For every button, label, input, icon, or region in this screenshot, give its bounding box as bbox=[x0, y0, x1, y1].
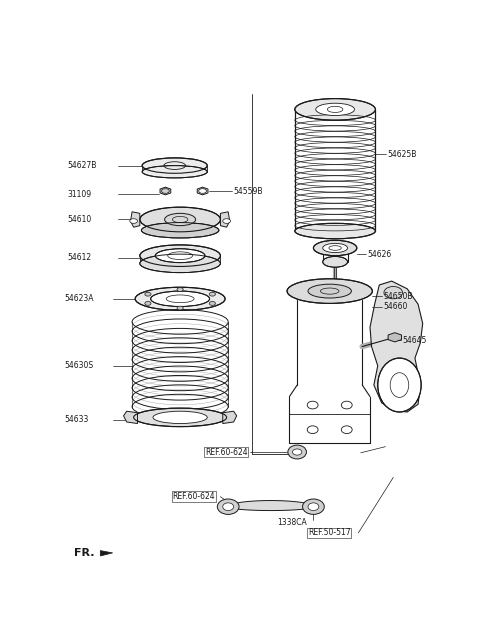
Ellipse shape bbox=[295, 223, 375, 239]
Text: REF.60-624: REF.60-624 bbox=[172, 492, 215, 501]
Ellipse shape bbox=[307, 401, 318, 409]
Text: 54612: 54612 bbox=[68, 254, 92, 263]
Ellipse shape bbox=[223, 503, 234, 510]
Ellipse shape bbox=[209, 302, 216, 306]
Polygon shape bbox=[197, 187, 208, 195]
Ellipse shape bbox=[223, 219, 230, 223]
Ellipse shape bbox=[295, 99, 375, 120]
Text: 54630S: 54630S bbox=[64, 361, 93, 370]
Ellipse shape bbox=[308, 284, 351, 298]
Polygon shape bbox=[220, 212, 230, 227]
Ellipse shape bbox=[378, 358, 421, 412]
Ellipse shape bbox=[341, 426, 352, 433]
Ellipse shape bbox=[142, 158, 207, 173]
Ellipse shape bbox=[199, 189, 206, 193]
Ellipse shape bbox=[145, 292, 151, 296]
Ellipse shape bbox=[153, 412, 207, 424]
Polygon shape bbox=[100, 551, 113, 556]
Ellipse shape bbox=[288, 445, 306, 459]
Ellipse shape bbox=[287, 279, 372, 304]
Ellipse shape bbox=[302, 499, 324, 514]
Ellipse shape bbox=[307, 426, 318, 433]
Ellipse shape bbox=[140, 207, 220, 232]
Ellipse shape bbox=[217, 499, 239, 514]
Ellipse shape bbox=[292, 449, 302, 455]
Ellipse shape bbox=[135, 287, 225, 310]
Ellipse shape bbox=[165, 213, 196, 225]
Text: 54633: 54633 bbox=[64, 415, 88, 424]
Ellipse shape bbox=[162, 189, 169, 193]
Text: 54559B: 54559B bbox=[234, 186, 263, 196]
Text: 54627B: 54627B bbox=[68, 161, 97, 170]
Ellipse shape bbox=[156, 248, 205, 263]
Polygon shape bbox=[223, 412, 237, 424]
Ellipse shape bbox=[177, 306, 183, 310]
Ellipse shape bbox=[308, 503, 319, 510]
Ellipse shape bbox=[323, 243, 348, 252]
Polygon shape bbox=[228, 501, 313, 510]
Ellipse shape bbox=[142, 166, 207, 178]
Ellipse shape bbox=[133, 408, 227, 427]
Ellipse shape bbox=[341, 401, 352, 409]
Ellipse shape bbox=[140, 254, 220, 273]
Text: 54623A: 54623A bbox=[64, 294, 94, 303]
Text: REF.50-517: REF.50-517 bbox=[308, 528, 350, 537]
Text: 54610: 54610 bbox=[68, 215, 92, 224]
Ellipse shape bbox=[384, 286, 403, 299]
Polygon shape bbox=[370, 281, 423, 412]
Ellipse shape bbox=[177, 288, 183, 291]
Polygon shape bbox=[160, 187, 171, 195]
Text: 54625B: 54625B bbox=[387, 150, 417, 159]
Text: 54626: 54626 bbox=[368, 250, 392, 259]
Ellipse shape bbox=[313, 240, 357, 256]
Polygon shape bbox=[123, 412, 137, 424]
Ellipse shape bbox=[151, 291, 210, 306]
Text: 54650B: 54650B bbox=[383, 292, 413, 301]
Polygon shape bbox=[131, 212, 140, 227]
Ellipse shape bbox=[323, 256, 348, 267]
Text: 54660: 54660 bbox=[383, 302, 408, 311]
Text: 54645: 54645 bbox=[403, 336, 427, 345]
Ellipse shape bbox=[140, 245, 220, 266]
Ellipse shape bbox=[316, 103, 355, 116]
Ellipse shape bbox=[142, 223, 219, 238]
Text: 31109: 31109 bbox=[68, 189, 92, 198]
Ellipse shape bbox=[130, 219, 137, 223]
Text: 1338CA: 1338CA bbox=[277, 517, 307, 526]
Ellipse shape bbox=[209, 292, 216, 296]
Text: FR.: FR. bbox=[74, 548, 95, 558]
Ellipse shape bbox=[145, 302, 151, 306]
Polygon shape bbox=[388, 333, 401, 342]
Text: REF.60-624: REF.60-624 bbox=[205, 447, 248, 456]
